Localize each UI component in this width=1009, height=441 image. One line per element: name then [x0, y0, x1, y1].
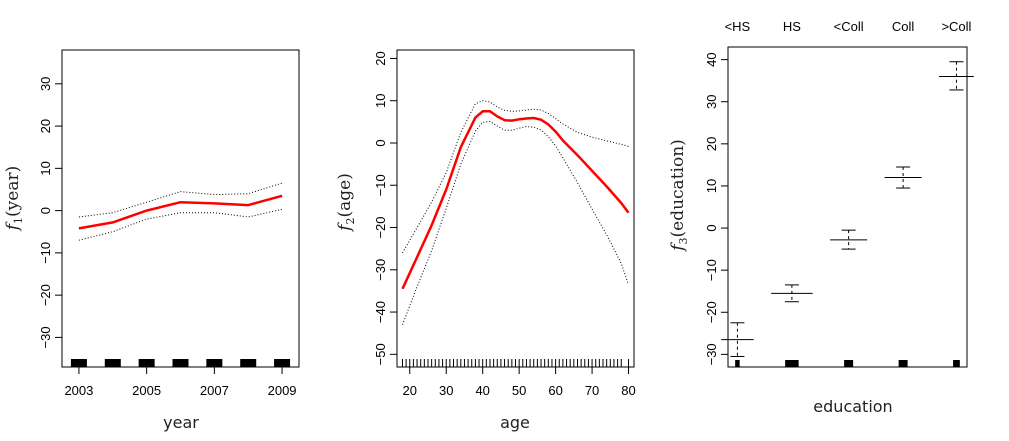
y-tick-label: 10: [704, 179, 719, 193]
panel-year: 2003 2005 2007 2009 −30 −20 −10 0 10 20 30 year f…: [3, 49, 300, 432]
y-tick-label: −20: [373, 216, 388, 238]
y-tick-label: −20: [704, 301, 719, 323]
series-lines: [78, 182, 283, 241]
rug: [735, 360, 960, 367]
y-tick-label: −30: [38, 326, 53, 348]
x-tick-label: 20: [403, 383, 417, 398]
rug: [401, 359, 630, 367]
x-tick-label: 60: [548, 383, 562, 398]
series-upper-line: [402, 100, 629, 254]
y-axis-title: f1(year): [3, 166, 25, 233]
y-tick-label: −10: [704, 259, 719, 281]
y-tick-label: −10: [373, 174, 388, 196]
category-label: <Coll: [834, 19, 864, 34]
y-tick-label: −20: [38, 284, 53, 306]
panel-education: <HS HS <Coll Coll >Coll −30 −20 −10 0 10 20 30 40 e…: [668, 19, 974, 416]
series-fit-line: [401, 110, 630, 290]
category-label: HS: [783, 19, 801, 34]
y-tick-label: 0: [38, 207, 53, 214]
x-tick-label: 40: [475, 383, 489, 398]
y-tick-label: −40: [373, 301, 388, 323]
y-axis-arg: (year): [3, 166, 23, 217]
y-tick-label: 20: [373, 51, 388, 65]
x-tick-label: 80: [621, 383, 635, 398]
y-axis: −50 −40 −30 −20 −10 0 10 20: [373, 51, 397, 365]
y-tick-label: 0: [704, 224, 719, 231]
y-tick-label: 30: [704, 95, 719, 109]
y-tick-label: −10: [38, 242, 53, 264]
category-label: Coll: [892, 19, 915, 34]
y-tick-label: 40: [704, 52, 719, 66]
series-lower-line: [78, 208, 283, 241]
y-axis: −30 −20 −10 0 10 20 30 40: [704, 52, 728, 365]
y-tick-label: 0: [373, 139, 388, 146]
x-axis-title: education: [813, 397, 892, 416]
x-tick-label: 50: [512, 383, 526, 398]
rug-mark: [844, 360, 854, 367]
y-axis-sub: 1: [12, 217, 25, 224]
y-tick-label: 20: [704, 137, 719, 151]
y-tick-label: −50: [373, 343, 388, 365]
y-tick-label: −30: [704, 343, 719, 365]
x-tick-label: 2005: [132, 383, 161, 398]
series-lines: [401, 100, 630, 325]
y-axis-arg: (age): [335, 173, 355, 217]
series-upper-line: [78, 182, 283, 218]
category-label: >Coll: [941, 19, 971, 34]
x-axis-title: age: [500, 413, 530, 432]
rug: [70, 359, 291, 367]
category-label: <HS: [725, 19, 751, 34]
y-axis: −30 −20 −10 0 10 20 30: [38, 77, 62, 348]
x-tick-label: 30: [439, 383, 453, 398]
x-axis-title: year: [163, 413, 199, 432]
rug-mark: [104, 359, 121, 367]
y-tick-label: −30: [373, 259, 388, 281]
category-labels: <HS HS <Coll Coll >Coll: [725, 19, 972, 34]
rug-mark: [953, 360, 960, 367]
rug-mark: [785, 360, 799, 367]
rug-mark: [240, 359, 257, 367]
series-fit-line: [78, 194, 283, 230]
y-tick-label: 20: [38, 119, 53, 133]
x-tick-label: 70: [585, 383, 599, 398]
rug-mark: [735, 360, 740, 367]
y-axis-arg: (education): [668, 139, 688, 237]
y-axis-func: f: [3, 221, 23, 232]
rug-mark: [206, 359, 223, 367]
y-axis-func: f: [335, 222, 355, 233]
rug-mark: [138, 359, 155, 367]
y-tick-label: 10: [373, 93, 388, 107]
x-tick-label: 2003: [64, 383, 93, 398]
y-axis-func: f: [668, 242, 688, 253]
series-lower-line: [402, 120, 629, 325]
x-axis: 2003 2005 2007 2009: [64, 367, 297, 398]
y-axis-sub: 2: [344, 218, 357, 225]
y-axis-title: f2(age): [335, 173, 357, 233]
rug-mark: [172, 359, 189, 367]
category-effects: [721, 61, 974, 357]
rug-mark: [898, 360, 908, 367]
rug-mark: [70, 359, 87, 367]
x-tick-label: 2007: [200, 383, 229, 398]
y-axis-title: f3(education): [668, 139, 690, 253]
y-axis-sub: 3: [677, 237, 690, 244]
y-tick-label: 10: [38, 161, 53, 175]
y-tick-label: 30: [38, 77, 53, 91]
x-tick-label: 2009: [268, 383, 297, 398]
rug-mark: [274, 359, 291, 367]
x-axis: 20 30 40 50 60 70 80: [403, 367, 636, 398]
